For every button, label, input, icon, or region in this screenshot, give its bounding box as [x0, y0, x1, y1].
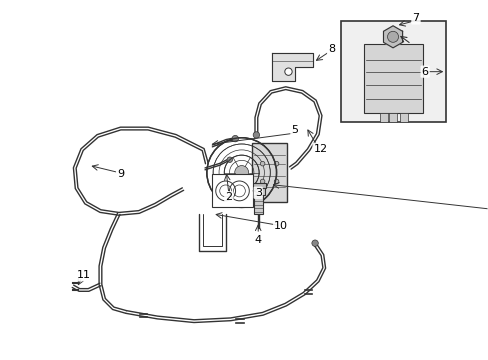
Circle shape	[253, 132, 259, 138]
Bar	[251, 188, 264, 195]
Circle shape	[274, 179, 278, 184]
Bar	[363, 44, 423, 113]
Bar	[212, 174, 252, 207]
Text: 2: 2	[225, 192, 232, 202]
Circle shape	[226, 157, 232, 162]
Polygon shape	[271, 53, 313, 81]
Circle shape	[311, 240, 318, 246]
Text: 4: 4	[254, 234, 261, 244]
Circle shape	[387, 31, 398, 42]
Polygon shape	[383, 26, 402, 48]
Bar	[400, 113, 407, 122]
Bar	[388, 113, 396, 122]
Bar	[253, 195, 262, 214]
Text: 9: 9	[117, 170, 124, 179]
Text: 12: 12	[313, 144, 327, 154]
Text: 7: 7	[411, 13, 419, 23]
Bar	[249, 183, 266, 188]
Circle shape	[274, 161, 278, 166]
Text: 10: 10	[274, 221, 287, 231]
Bar	[340, 21, 446, 122]
Circle shape	[232, 135, 238, 142]
Circle shape	[260, 161, 264, 166]
Bar	[380, 113, 387, 122]
Text: 5: 5	[291, 125, 298, 135]
Circle shape	[284, 68, 291, 75]
Text: 11: 11	[77, 270, 91, 280]
Text: 6: 6	[421, 67, 428, 77]
Circle shape	[260, 179, 264, 184]
Text: 8: 8	[327, 44, 334, 54]
Bar	[252, 143, 286, 202]
Circle shape	[234, 166, 248, 180]
Text: 3: 3	[254, 188, 261, 198]
